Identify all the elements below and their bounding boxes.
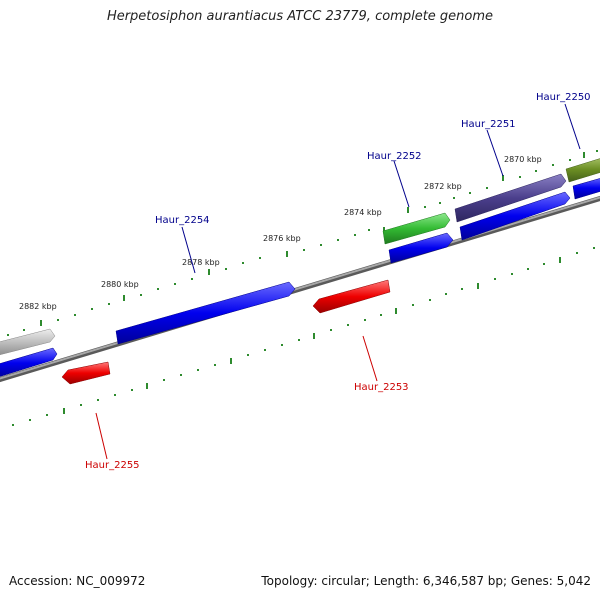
map-title: Herpetosiphon aurantiacus ATCC 23779, co… — [106, 9, 494, 24]
forward-gene-right-2[interactable] — [459, 191, 571, 241]
scale-label-2876: 2876 kbp — [263, 234, 301, 243]
gene-label-haur-2254[interactable]: Haur_2254 — [155, 215, 210, 226]
feature-olive-haur-2250[interactable] — [565, 157, 600, 183]
gene-label-haur-2251[interactable]: Haur_2251 — [461, 119, 516, 130]
label-leaders — [95, 103, 581, 460]
scale-label-2878: 2878 kbp — [182, 258, 220, 267]
forward-gene-right-1[interactable] — [388, 232, 454, 264]
forward-gene-right-edge[interactable] — [572, 177, 600, 200]
scale-label-2872: 2872 kbp — [424, 182, 462, 191]
scale-label-2874: 2874 kbp — [344, 208, 382, 217]
reverse-gene-haur-2253[interactable] — [312, 279, 391, 314]
gene-label-haur-2253[interactable]: Haur_2253 — [354, 382, 409, 393]
forward-gene-haur-2254[interactable] — [115, 281, 296, 345]
gene-label-haur-2252[interactable]: Haur_2252 — [367, 151, 422, 162]
gene-label-haur-2255[interactable]: Haur_2255 — [85, 460, 140, 471]
accession-text: Accession: NC_009972 — [9, 574, 146, 588]
reverse-gene-haur-2255[interactable] — [61, 361, 111, 385]
feature-green-haur-2252[interactable] — [382, 212, 451, 245]
forward-scale-ticks — [7, 150, 598, 336]
scale-label-2880: 2880 kbp — [101, 280, 139, 289]
gene-label-haur-2250[interactable]: Haur_2250 — [536, 92, 591, 103]
scale-label-2870: 2870 kbp — [504, 155, 542, 164]
reverse-scale-ticks — [12, 247, 595, 426]
genome-summary-text: Topology: circular; Length: 6,346,587 bp… — [261, 574, 591, 588]
feature-grey[interactable] — [0, 328, 56, 356]
genome-backbone — [0, 195, 600, 383]
feature-purple-haur-2251[interactable] — [454, 173, 567, 223]
scale-label-2882: 2882 kbp — [19, 302, 57, 311]
forward-gene-left-edge[interactable] — [0, 347, 58, 378]
